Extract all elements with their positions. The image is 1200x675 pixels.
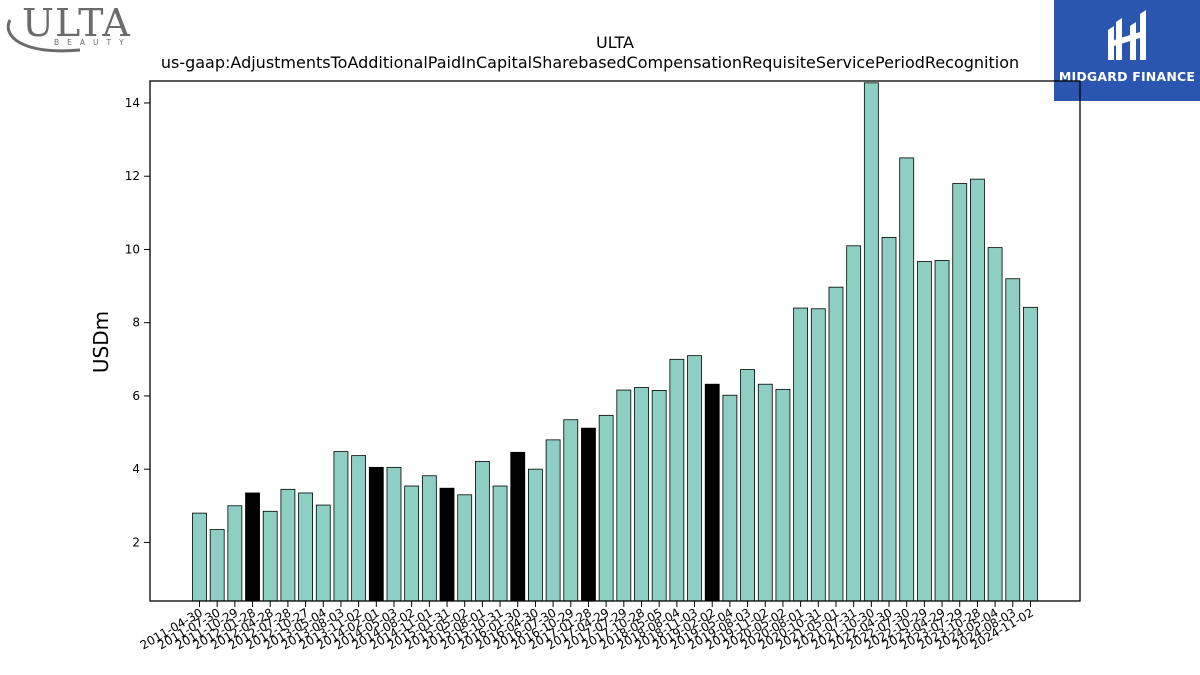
bar-2015-05-02 — [457, 494, 473, 602]
bar-2016-10-29 — [563, 419, 579, 602]
bar-2024-08-03 — [1005, 278, 1021, 602]
bar-2011-10-29 — [227, 505, 243, 602]
bar-2018-08-04 — [669, 358, 685, 602]
y-tick-label: 8 — [132, 316, 140, 330]
bar-2019-08-03 — [740, 369, 755, 602]
bar-2013-05-04 — [315, 504, 331, 602]
bar-2016-07-30 — [545, 439, 561, 602]
bar-2018-05-05 — [651, 390, 667, 602]
bar-2014-08-02 — [404, 485, 420, 602]
bar-2022-07-30 — [899, 157, 915, 602]
logo-right-text: MIDGARD FINANCE — [1058, 69, 1196, 84]
bar-2017-04-29 — [598, 414, 614, 602]
y-tick-label: 6 — [132, 389, 140, 403]
bar-2017-01-28 — [581, 427, 596, 602]
chart-subtitle: us-gaap:AdjustmentsToAdditionalPaidInCap… — [161, 53, 1019, 72]
bar-2020-08-01 — [793, 307, 809, 602]
y-tick-label: 2 — [132, 535, 140, 549]
bar-2012-04-28 — [262, 510, 278, 602]
bar-2012-01-28 — [245, 492, 260, 602]
logo-left-subtext: BEAUTY — [54, 38, 132, 47]
chart-title: ULTA — [596, 33, 634, 52]
y-tick-label: 14 — [125, 96, 140, 110]
bar-2013-08-03 — [333, 451, 349, 602]
bar-2019-11-02 — [757, 383, 773, 602]
bars-group — [192, 82, 1038, 602]
bar-2012-10-27 — [298, 492, 313, 602]
bar-2023-04-29 — [934, 260, 950, 602]
y-tick-label: 12 — [125, 169, 140, 183]
logo-swoosh — [6, 19, 81, 53]
bar-2011-07-30 — [209, 529, 225, 602]
y-ticks-group: 2 4 6 8 10 12 14 — [125, 96, 150, 549]
logo-left-text: ULTA — [22, 1, 131, 45]
bar-2012-07-28 — [280, 488, 296, 602]
bar-2018-11-03 — [687, 355, 702, 602]
bar-2014-11-01 — [421, 475, 437, 602]
bar-2017-07-29 — [616, 389, 632, 602]
bar-2019-02-02 — [704, 383, 720, 602]
bar-2022-10-29 — [916, 261, 932, 602]
y-tick-label: 4 — [132, 462, 140, 476]
bar-2024-11-02 — [1023, 306, 1038, 602]
bar-2020-10-31 — [810, 308, 826, 602]
bar-2016-04-30 — [528, 468, 543, 602]
bar-2022-04-30 — [881, 236, 897, 602]
bar-2023-10-28 — [970, 178, 985, 602]
bar-2021-07-31 — [846, 245, 862, 602]
x-ticks-group: 2011-04-302011-07-302011-10-292012-01-28… — [138, 601, 1036, 652]
y-tick-label: 10 — [125, 242, 140, 256]
bar-2011-04-30 — [192, 512, 207, 602]
bar-2017-10-28 — [634, 387, 649, 602]
midgard-finance-logo: MIDGARD FINANCE — [1054, 0, 1200, 101]
bar-2014-02-01 — [368, 466, 384, 602]
bar-2023-07-29 — [952, 183, 968, 602]
ulta-beauty-logo: ULTA BEAUTY — [0, 0, 140, 60]
bar-2024-05-04 — [987, 247, 1003, 602]
bar-2019-05-04 — [722, 394, 738, 602]
bar-2021-10-30 — [863, 82, 879, 602]
bar-2015-08-01 — [474, 461, 490, 602]
bar-2013-11-02 — [351, 455, 367, 602]
midgard-emblem-icon — [1108, 10, 1146, 60]
bar-2020-05-02 — [775, 388, 791, 602]
plot-frame — [149, 80, 1081, 602]
y-axis-label: USDm — [89, 311, 113, 373]
bar-2014-05-03 — [386, 466, 402, 602]
bar-2015-10-31 — [492, 485, 508, 602]
bar-2016-01-30 — [510, 451, 526, 602]
bar-2021-05-01 — [828, 286, 844, 602]
bar-2015-01-31 — [439, 487, 455, 602]
